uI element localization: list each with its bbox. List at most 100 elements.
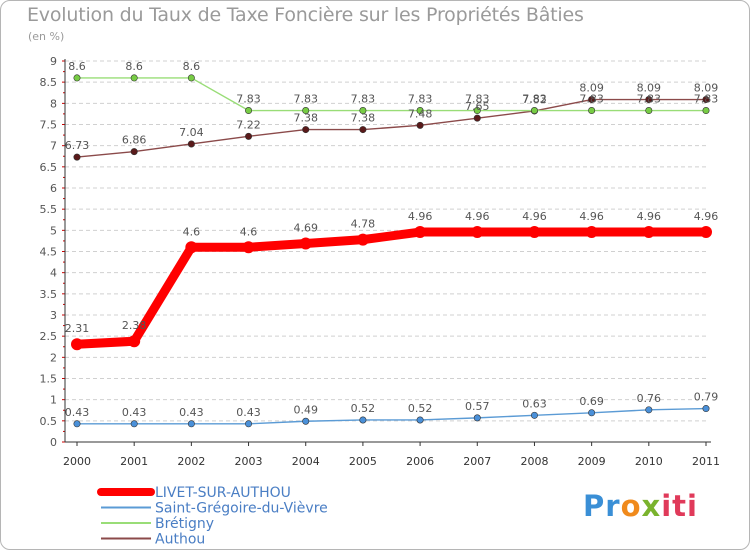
data-label: 0.52 <box>351 402 376 415</box>
data-point <box>73 420 81 428</box>
data-label: 4.96 <box>408 210 433 223</box>
series-line <box>76 407 707 425</box>
data-label: 7.83 <box>293 93 318 106</box>
data-label: 4.6 <box>240 225 258 238</box>
series-line <box>76 77 707 112</box>
x-tick-label: 2001 <box>120 455 148 468</box>
data-label: 8.09 <box>694 82 719 95</box>
y-tick-label: 3 <box>50 309 57 322</box>
data-label: 7.83 <box>408 93 433 106</box>
data-label: 0.76 <box>637 392 662 405</box>
chart-title: Evolution du Taux de Taxe Foncière sur l… <box>27 4 584 26</box>
y-tick-label: 9 <box>50 55 57 68</box>
data-point <box>530 411 538 419</box>
data-point <box>187 74 195 82</box>
data-label: 0.57 <box>465 400 490 413</box>
data-point <box>187 420 195 428</box>
data-point <box>128 335 141 348</box>
data-label: 6.73 <box>65 139 90 152</box>
data-label: 7.38 <box>351 112 376 125</box>
legend-label: LIVET-SUR-AUTHOU <box>155 485 291 501</box>
data-point <box>473 414 481 422</box>
data-point <box>359 126 367 134</box>
data-label: 4.78 <box>351 218 376 231</box>
data-label: 4.6 <box>183 225 201 238</box>
data-point <box>530 107 538 115</box>
data-label: 4.69 <box>293 221 318 234</box>
y-tick-label: 0.5 <box>40 415 58 428</box>
series-line <box>76 98 707 158</box>
data-point <box>588 107 596 115</box>
data-label: 0.69 <box>579 395 604 408</box>
x-tick-label: 2009 <box>578 455 606 468</box>
data-label: 0.43 <box>236 406 261 419</box>
data-label: 7.22 <box>236 118 261 131</box>
y-tick-label: 7.5 <box>40 119 58 132</box>
data-label: 7.83 <box>351 93 376 106</box>
data-point <box>585 226 598 239</box>
data-label: 8.6 <box>68 60 86 73</box>
y-tick-label: 1.5 <box>40 373 58 386</box>
data-point <box>528 226 541 239</box>
data-label: 2.31 <box>65 322 90 335</box>
legend: LIVET-SUR-AUTHOUSaint-Grégoire-du-Vièvre… <box>97 485 328 548</box>
legend-label: Saint-Grégoire-du-Vièvre <box>155 501 328 517</box>
data-label: 7.83 <box>465 93 490 106</box>
logo-part-2: o <box>620 489 642 523</box>
data-label: 8.6 <box>125 60 143 73</box>
data-point <box>71 338 83 351</box>
data-point <box>700 226 712 239</box>
x-tick-label: 2005 <box>349 455 377 468</box>
x-tick-label: 2007 <box>463 455 491 468</box>
y-tick-label: 4 <box>50 267 57 280</box>
x-tick-label: 2008 <box>520 455 548 468</box>
data-point <box>299 237 312 250</box>
data-label: 4.96 <box>522 210 547 223</box>
logo-part-3: x <box>641 489 662 523</box>
x-tick-label: 2002 <box>177 455 205 468</box>
y-tick-label: 6.5 <box>40 161 58 174</box>
data-point <box>356 233 369 246</box>
logo-part-4: iti <box>661 489 698 523</box>
data-point <box>185 241 198 254</box>
data-point <box>359 416 367 424</box>
y-tick-label: 8.5 <box>40 76 58 89</box>
x-tick-label: 2010 <box>635 455 663 468</box>
data-point <box>302 417 310 425</box>
series-line <box>72 227 711 349</box>
data-point <box>414 226 427 239</box>
y-tick-label: 5.5 <box>40 203 58 216</box>
data-point <box>645 107 653 115</box>
data-point <box>471 226 484 239</box>
y-tick-label: 2 <box>50 351 57 364</box>
data-label: 0.43 <box>65 406 90 419</box>
data-point <box>702 405 710 413</box>
axes: 0 0.5 1 1.5 2 2.5 3 3.5 4 4.5 5 5.5 6 6.5 7 7.5 8 8.5 9 200… <box>40 55 721 468</box>
data-label: 7.83 <box>694 93 719 106</box>
data-label: 4.96 <box>694 210 719 223</box>
data-label: 0.43 <box>179 406 204 419</box>
data-point <box>645 96 653 104</box>
data-label: 0.79 <box>694 391 719 404</box>
data-point <box>73 74 81 82</box>
chart-subtitle: (en %) <box>28 30 65 43</box>
data-label: 8.09 <box>637 82 662 95</box>
legend-label: Authou <box>155 532 205 548</box>
data-point <box>302 107 310 115</box>
data-label: 7.82 <box>522 93 547 106</box>
data-label: 6.86 <box>122 134 147 147</box>
data-point <box>130 420 138 428</box>
data-point <box>302 126 310 134</box>
y-tick-label: 1 <box>50 394 57 407</box>
y-tick-label: 5 <box>50 224 57 237</box>
data-label: 7.83 <box>522 93 547 106</box>
data-label: 8.09 <box>579 82 604 95</box>
series-lines <box>71 74 712 428</box>
data-label: 7.83 <box>236 93 261 106</box>
data-point <box>416 107 424 115</box>
data-point <box>187 140 195 148</box>
data-point <box>242 241 255 254</box>
data-point <box>359 107 367 115</box>
data-label: 7.65 <box>465 100 490 113</box>
